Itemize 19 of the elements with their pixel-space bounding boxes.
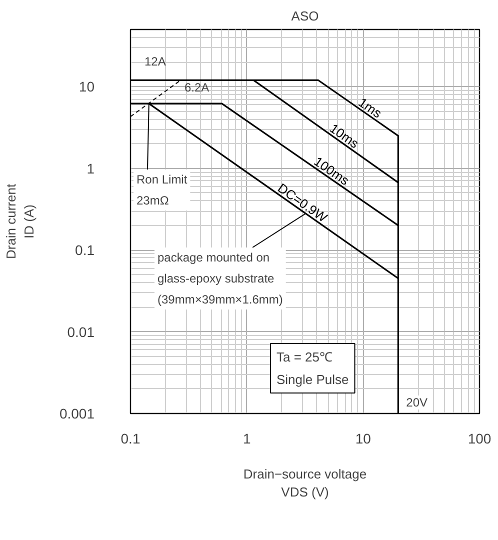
y-tick-label: 10 xyxy=(78,78,95,95)
y-axis-title: Drain current ID (A) xyxy=(3,184,36,260)
x-tick-label: 10 xyxy=(355,430,372,446)
x-axis-title: Drain−source voltage VDS (V) xyxy=(243,466,367,500)
y-tick-label: 0.1 xyxy=(75,242,95,258)
annotation: package mounted on glass-epoxy substrate (39mm×39mm×1.6mm) xyxy=(158,250,283,306)
y-tick-label: 0.001 xyxy=(59,406,95,422)
x-tick-label: 1 xyxy=(242,430,251,446)
y-tick-label: 0.01 xyxy=(67,324,95,340)
text: 1ms xyxy=(356,94,385,122)
annotation: 6.2A xyxy=(184,80,210,94)
y-tick-label: 1 xyxy=(86,160,95,176)
annotation: 12A xyxy=(144,54,166,68)
annotation: 20V xyxy=(406,396,428,410)
chart-title: ASO xyxy=(291,8,319,24)
annotation: Ta = 25℃ Single Pulse xyxy=(276,350,349,387)
annotation: Ron Limit 23mΩ xyxy=(136,172,188,208)
x-tick-label: 100 xyxy=(468,430,492,446)
x-tick-label: 0.1 xyxy=(120,430,140,446)
